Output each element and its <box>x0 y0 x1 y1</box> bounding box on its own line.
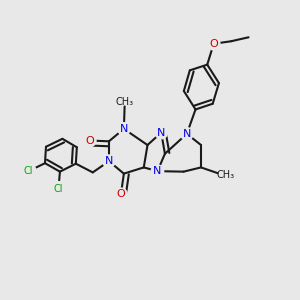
Circle shape <box>151 165 164 177</box>
Circle shape <box>84 134 96 147</box>
Text: N: N <box>153 166 162 176</box>
Text: N: N <box>183 129 191 139</box>
Circle shape <box>103 155 115 167</box>
Text: N: N <box>120 124 128 134</box>
Circle shape <box>181 128 193 140</box>
Circle shape <box>118 123 130 135</box>
Text: N: N <box>105 156 113 166</box>
Text: CH₃: CH₃ <box>216 170 234 180</box>
Circle shape <box>115 188 127 200</box>
Circle shape <box>208 38 220 50</box>
Circle shape <box>51 182 66 196</box>
Text: Cl: Cl <box>24 166 33 176</box>
Text: O: O <box>209 39 218 49</box>
Circle shape <box>155 126 167 139</box>
Text: Cl: Cl <box>54 184 63 194</box>
Text: O: O <box>116 189 125 199</box>
Text: CH₃: CH₃ <box>116 97 134 107</box>
Text: O: O <box>85 136 94 146</box>
Text: N: N <box>157 128 165 138</box>
Circle shape <box>21 164 36 178</box>
